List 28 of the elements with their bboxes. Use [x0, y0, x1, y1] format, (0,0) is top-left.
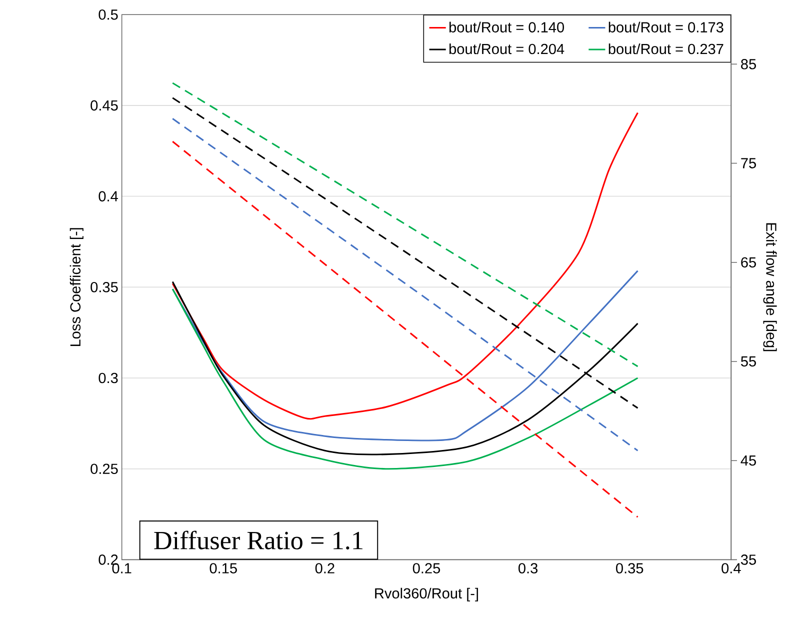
y-tick-label: 0.4 [98, 190, 118, 202]
y-tick-label: 0.2 [98, 554, 118, 565]
y-tick-label: 0.3 [98, 372, 118, 383]
y2-axis-title: Exit flow angle [deg] [763, 223, 777, 351]
y2-tick-label: 45 [740, 455, 756, 466]
x-tick-label: 0.2 [315, 562, 334, 574]
x-tick-label: 0.4 [722, 562, 741, 574]
y-tick-label: 0.25 [90, 463, 118, 474]
legend-label: bout/Rout = 0.140 [449, 22, 564, 32]
annotation: Diffuser Ratio = 1.1 [154, 530, 362, 550]
legend-label: bout/Rout = 0.173 [608, 22, 724, 32]
x-axis-title: Rvol360/Rout [-] [375, 588, 478, 602]
x-tick-label: 0.25 [412, 562, 440, 574]
y2-tick-label: 65 [741, 257, 756, 268]
y-tick-label: 0.35 [90, 282, 118, 292]
x-tick-label: 0.3 [518, 562, 538, 574]
y2-tick-label: 55 [740, 356, 756, 366]
x-tick-label: 0.15 [210, 562, 237, 574]
y-axis-title: Loss Coefficient [-] [70, 228, 84, 346]
y-tick-label: 0.45 [90, 100, 118, 110]
y2-tick-label: 75 [741, 158, 756, 168]
legend-label: bout/Rout = 0.237 [608, 43, 724, 54]
legend-label: bout/Rout = 0.204 [449, 43, 564, 54]
y2-tick-label: 85 [741, 58, 756, 70]
x-tick-label: 0.1 [112, 562, 132, 574]
y-tick-label: 0.5 [98, 9, 118, 20]
x-tick-label: 0.35 [616, 562, 644, 574]
y2-tick-label: 35 [740, 554, 756, 565]
